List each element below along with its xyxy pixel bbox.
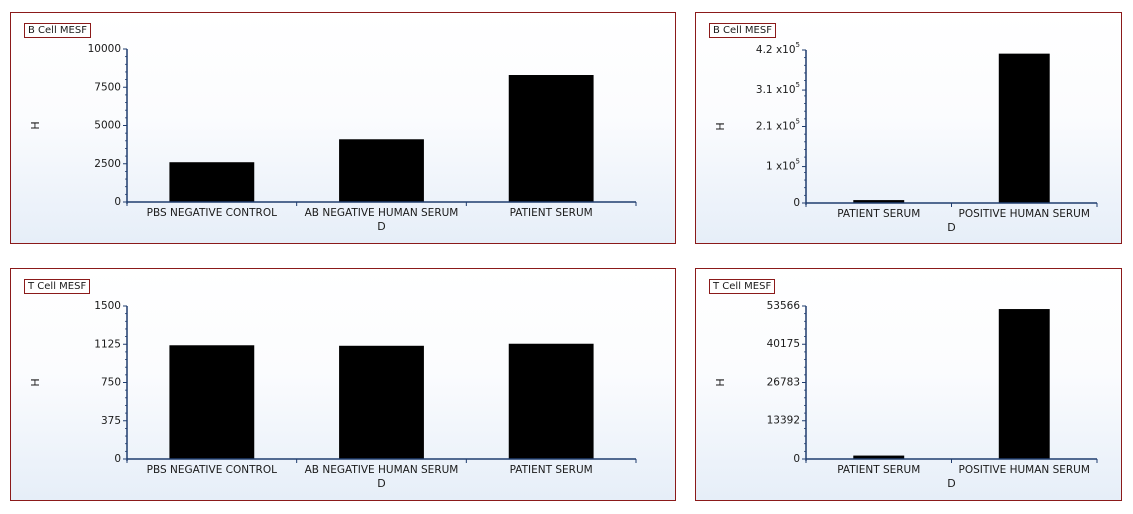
y-tick-label: 0	[793, 453, 800, 465]
y-tick-label: 1125	[94, 338, 121, 350]
bar	[169, 345, 255, 459]
y-axis-label: H	[714, 122, 727, 130]
y-tick-label: 10000	[88, 43, 121, 55]
bar	[853, 455, 905, 459]
bar	[508, 75, 594, 202]
x-tick-label: POSITIVE HUMAN SERUM	[959, 208, 1090, 220]
x-tick-label: AB NEGATIVE HUMAN SERUM	[305, 464, 459, 476]
y-tick-label: 750	[101, 377, 121, 389]
x-axis-label: D	[377, 477, 385, 490]
y-axis-label: H	[714, 378, 727, 386]
bar	[339, 345, 424, 459]
x-axis-label: D	[947, 477, 955, 490]
y-tick-label: 1 x105	[766, 158, 800, 173]
y-tick-label: 0	[793, 197, 800, 209]
x-tick-label: PATIENT SERUM	[837, 208, 920, 220]
y-tick-label: 2.1 x105	[756, 118, 800, 133]
y-axis-label: H	[29, 121, 42, 129]
y-tick-label: 7500	[94, 81, 121, 93]
bar	[169, 162, 255, 202]
chart-panel-t-cell-groups: T Cell MESF 0 375 750 1125 1500 PBS NEGATIVE …	[10, 268, 676, 501]
y-axis-label: H	[29, 378, 42, 386]
bar	[339, 139, 424, 202]
x-tick-label: PATIENT SERUM	[510, 207, 593, 219]
y-tick-label: 4.2 x105	[756, 41, 800, 56]
y-tick-label: 5000	[94, 120, 121, 132]
y-tick-label: 375	[101, 415, 121, 427]
chart-panel-b-cell-groups: B Cell MESF 0 2500 5000 7500 10000 PBS NEGATI…	[10, 12, 676, 244]
chart-svg: 0 13392 26783 40175 53566 PATIENT SERUM POSITI…	[714, 300, 1098, 490]
y-tick-label: 40175	[767, 338, 800, 350]
chart-title: T Cell MESF	[24, 279, 91, 294]
chart-svg: 0 375 750 1125 1500 PBS NEGATIVE CONTROL AB NE…	[29, 300, 637, 490]
x-tick-label: AB NEGATIVE HUMAN SERUM	[305, 207, 459, 219]
bar	[508, 343, 594, 459]
x-tick-label: POSITIVE HUMAN SERUM	[959, 464, 1090, 476]
y-tick-label: 1500	[94, 300, 121, 312]
bar	[853, 200, 905, 203]
y-tick-label: 2500	[94, 158, 121, 170]
chart-title: B Cell MESF	[709, 23, 776, 38]
x-tick-label: PBS NEGATIVE CONTROL	[147, 207, 277, 219]
chart-svg: 0 2500 5000 7500 10000 PBS NEGATIVE CONTROL AB…	[29, 43, 637, 233]
y-tick-label: 13392	[767, 415, 800, 427]
y-tick-label: 3.1 x105	[756, 81, 800, 96]
y-tick-label: 26783	[767, 377, 800, 389]
y-tick-label: 0	[114, 196, 121, 208]
x-tick-label: PATIENT SERUM	[837, 464, 920, 476]
chart-title: B Cell MESF	[24, 23, 91, 38]
x-axis-label: D	[947, 221, 955, 234]
y-tick-label: 0	[114, 453, 121, 465]
y-tick-label: 53566	[767, 300, 801, 312]
chart-svg: 0 1 x105 2.1 x105 3.1 x105 4.2 x105 PATIENT S…	[714, 41, 1098, 234]
bar	[998, 309, 1050, 459]
chart-panel-b-cell-positive: B Cell MESF 0 1 x105 2.1 x105 3.1 x105 4.2 x…	[695, 12, 1122, 244]
bar	[998, 53, 1050, 204]
x-tick-label: PATIENT SERUM	[510, 464, 593, 476]
x-tick-label: PBS NEGATIVE CONTROL	[147, 464, 277, 476]
chart-panel-t-cell-positive: T Cell MESF 0 13392 26783 40175 53566 PATIENT…	[695, 268, 1122, 501]
x-axis-label: D	[377, 220, 385, 233]
chart-title: T Cell MESF	[709, 279, 776, 294]
